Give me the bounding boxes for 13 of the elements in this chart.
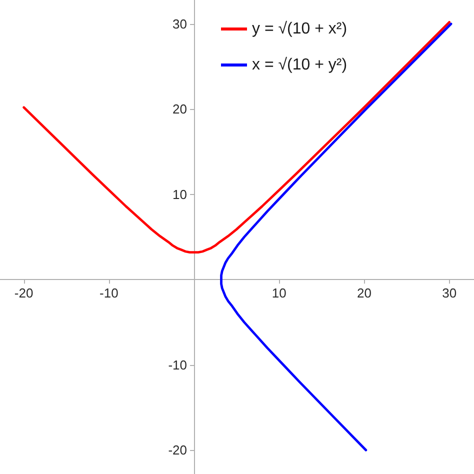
- x-tick-label: -20: [14, 286, 34, 301]
- legend-label: x = √(10 + y²): [252, 56, 348, 74]
- y-tick-label: 10: [172, 186, 188, 202]
- y-tick-label: -20: [168, 442, 188, 458]
- legend-label: y = √(10 + x²): [252, 20, 348, 38]
- y-tick-label: -10: [168, 357, 188, 372]
- x-tick-label: 30: [442, 286, 457, 301]
- y-tick-label: 30: [172, 16, 188, 32]
- line-series: [22, 20, 451, 254]
- x-tick-label: 20: [356, 286, 372, 301]
- x-tick-label: 10: [272, 286, 286, 301]
- y-tick-label: 20: [172, 102, 188, 117]
- x-tick-label: -10: [100, 286, 118, 301]
